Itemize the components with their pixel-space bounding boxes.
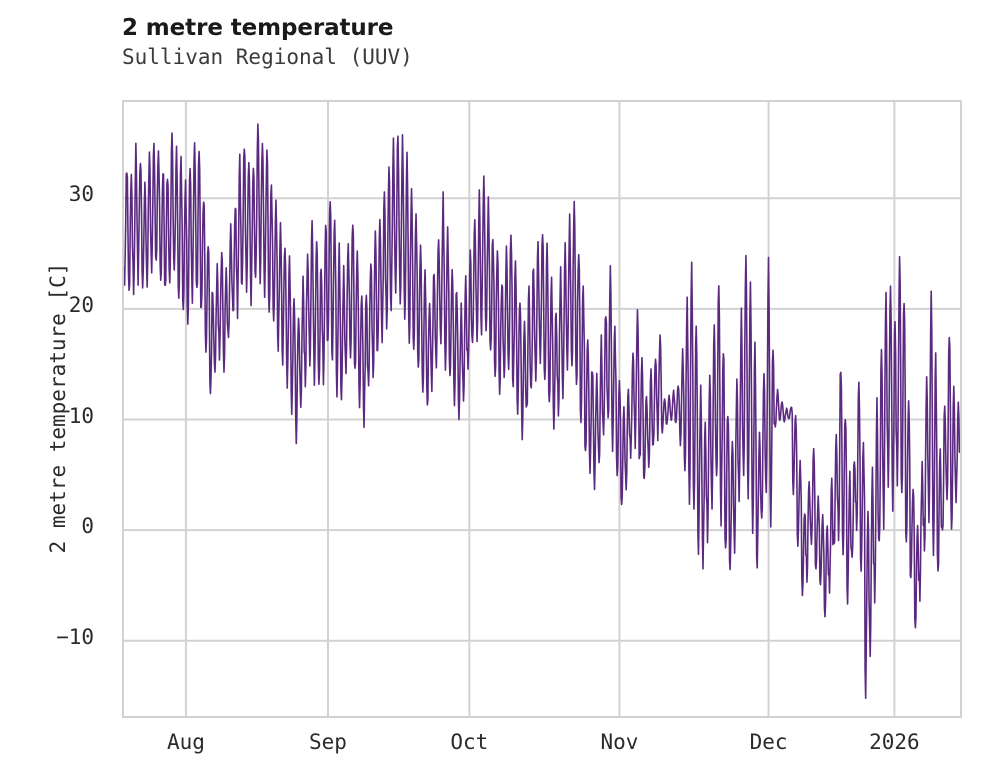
chart-subtitle: Sullivan Regional (UUV) (122, 45, 413, 69)
y-tick-label: −10 (56, 624, 94, 649)
x-tick-label: Sep (309, 730, 347, 754)
title-block: 2 metre temperature Sullivan Regional (U… (122, 14, 962, 71)
temperature-series (124, 102, 960, 716)
y-tick-label: 20 (68, 292, 94, 317)
x-tick-label: 2026 (869, 730, 920, 754)
y-tick-label: 10 (68, 403, 94, 428)
temperature-line (124, 124, 959, 698)
x-tick-labels: Aug Sep Oct Nov Dec 2026 (0, 730, 981, 780)
x-tick-label: Dec (749, 730, 788, 754)
y-tick-labels: 30 20 10 0 −10 (0, 0, 106, 782)
page-title: 2 metre temperature (122, 15, 394, 41)
y-tick-label: 0 (81, 514, 94, 539)
x-tick-label: Oct (450, 730, 489, 754)
plot-area (122, 100, 962, 718)
x-tick-label: Nov (600, 730, 639, 754)
x-tick-label: Aug (166, 730, 205, 754)
y-tick-label: 30 (68, 182, 94, 207)
